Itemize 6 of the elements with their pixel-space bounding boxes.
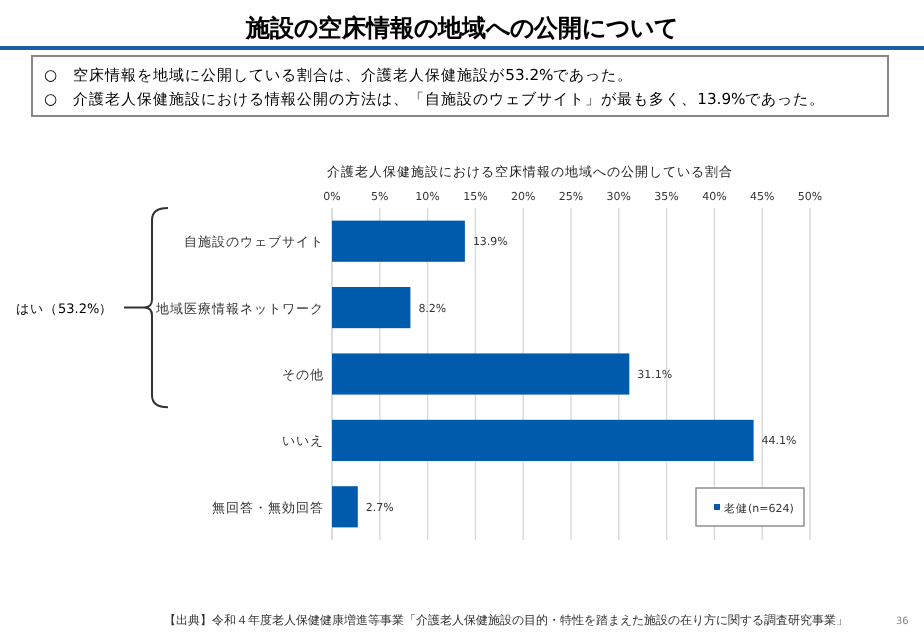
bar <box>332 353 630 395</box>
bar <box>332 287 411 329</box>
bar <box>332 486 358 528</box>
chart-title: 施設の空床情報の地域への公開について <box>244 14 678 42</box>
bar <box>332 220 465 262</box>
bar <box>332 419 754 461</box>
